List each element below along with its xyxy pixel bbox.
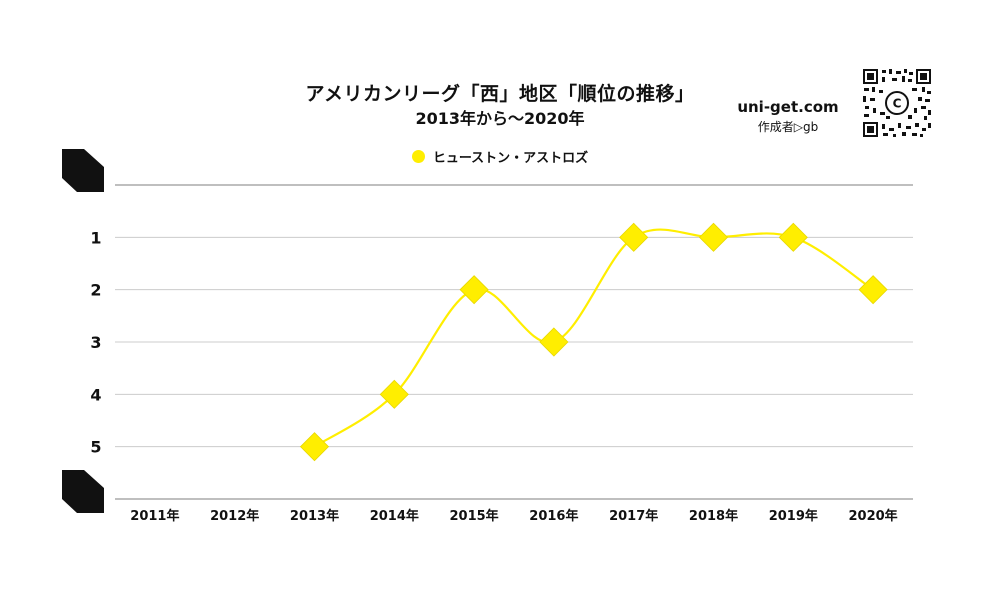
y-axis-tick-labels: 1 2 3 4 5 (90, 228, 101, 456)
x-axis-tick-labels: 2011年 2012年 2013年 2014年 2015年 2016年 2017年 2018年… (130, 508, 897, 524)
data-point-marker (459, 275, 489, 305)
site-credit: uni-get.com 作成者▷gb (730, 98, 846, 135)
axis-bottom-marker (62, 470, 104, 513)
x-tick-label: 2018年 (689, 508, 738, 524)
chart-legend: ヒューストン・アストロズ (0, 149, 1000, 169)
site-author: 作成者▷gb (757, 120, 819, 134)
data-point-marker (698, 222, 729, 252)
data-point-marker (858, 275, 888, 305)
y-tick-label: 1 (90, 228, 101, 247)
legend-marker (411, 150, 425, 163)
data-point-marker (778, 222, 808, 252)
chart-title-block: アメリカンリーグ「西」地区「順位の推移」 2013年から～2020年 (0, 82, 1000, 130)
x-tick-label: 2014年 (370, 508, 419, 524)
series-line-astros (313, 228, 874, 448)
x-tick-label: 2016年 (529, 508, 578, 524)
y-tick-label: 4 (90, 385, 101, 404)
data-point-marker (379, 379, 409, 409)
data-point-marker (299, 432, 330, 462)
x-tick-label: 2012年 (210, 508, 259, 524)
data-point-marker (619, 222, 649, 252)
y-tick-label: 2 (90, 281, 101, 300)
axis-end-markers (62, 149, 104, 513)
x-tick-label: 2020年 (849, 508, 898, 524)
x-tick-label: 2019年 (769, 508, 818, 524)
series-markers (299, 222, 888, 462)
x-tick-label: 2011年 (130, 508, 179, 524)
svg-text:C: C (893, 97, 902, 111)
y-tick-label: 3 (90, 333, 101, 352)
x-tick-label: 2015年 (450, 508, 499, 524)
chart-subtitle: 2013年から～2020年 (415, 109, 585, 128)
x-tick-label: 2013年 (290, 508, 339, 524)
x-tick-label: 2017年 (609, 508, 658, 524)
chart-title: アメリカンリーグ「西」地区「順位の推移」 (305, 83, 695, 105)
legend-label: ヒューストン・アストロズ (432, 151, 589, 166)
qr-code-icon[interactable]: C (862, 68, 932, 138)
axis-top-marker (62, 149, 104, 192)
site-url[interactable]: uni-get.com (737, 98, 839, 116)
y-tick-label: 5 (90, 438, 101, 457)
data-point-marker (539, 327, 569, 357)
